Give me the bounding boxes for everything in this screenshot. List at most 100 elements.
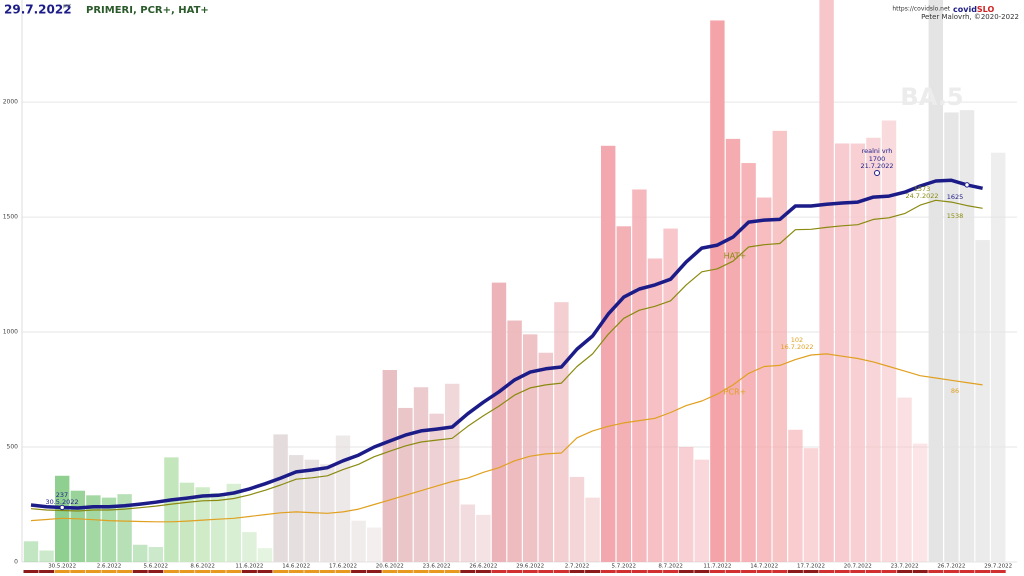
brand-part: covid xyxy=(953,5,977,14)
day-strip xyxy=(959,570,975,573)
day-strip xyxy=(725,570,741,573)
bar xyxy=(429,413,444,562)
peak-marker xyxy=(874,170,880,176)
x-tick-label: 23.6.2022 xyxy=(423,564,451,570)
day-strip xyxy=(85,570,101,573)
day-strip xyxy=(491,570,507,573)
y-tick-label: 2000 xyxy=(3,99,18,106)
bar xyxy=(757,197,772,562)
day-strip xyxy=(319,570,335,573)
x-tick-label: 30.5.2022 xyxy=(48,564,76,570)
day-strip xyxy=(117,570,133,573)
series-line xyxy=(30,178,983,510)
day-strip xyxy=(772,570,788,573)
day-strip xyxy=(132,570,148,573)
x-tick-label: 5.6.2022 xyxy=(144,564,169,570)
bar xyxy=(569,476,585,562)
bar xyxy=(538,352,553,562)
bar xyxy=(398,407,413,562)
bar xyxy=(23,541,39,562)
day-strip xyxy=(756,570,772,573)
bar xyxy=(242,532,257,562)
bar xyxy=(39,550,54,562)
annotation: 24.7.2022 xyxy=(905,192,938,200)
bar xyxy=(850,143,865,562)
day-strip xyxy=(850,570,866,573)
day-strip xyxy=(787,570,803,573)
x-tick-label: 23.7.2022 xyxy=(891,564,919,570)
bar xyxy=(772,130,787,562)
day-strip xyxy=(241,570,257,573)
annotation: 30.5.2022 xyxy=(45,498,78,506)
x-tick-label: 26.7.2022 xyxy=(937,564,965,570)
bar xyxy=(913,443,928,562)
bar xyxy=(616,226,631,562)
day-strip xyxy=(444,570,460,573)
bar xyxy=(819,0,834,562)
bar xyxy=(148,547,163,562)
day-strip xyxy=(210,570,226,573)
day-strip xyxy=(709,570,725,573)
day-strip xyxy=(351,570,367,573)
day-strip xyxy=(54,570,70,573)
day-strip xyxy=(819,570,835,573)
bar xyxy=(881,120,897,562)
point-marker xyxy=(59,504,65,511)
day-strip xyxy=(975,570,991,573)
day-strip xyxy=(569,570,585,573)
day-strip xyxy=(429,570,445,573)
day-strip xyxy=(538,570,554,573)
day-strip xyxy=(23,570,39,573)
x-tick-label: 29.7.2022 xyxy=(984,564,1012,570)
title-note: pet xyxy=(63,4,71,10)
day-strip xyxy=(507,570,523,573)
bar xyxy=(164,457,179,562)
source: https://covidslo.net xyxy=(892,6,950,13)
author: Peter Malovrh, ©2020-2022 xyxy=(921,13,1019,21)
annotation: 1700 xyxy=(869,155,886,163)
annotation: 21.7.2022 xyxy=(860,162,893,170)
bar xyxy=(788,429,803,562)
series-line xyxy=(30,199,983,512)
day-strip xyxy=(413,570,429,573)
bar xyxy=(289,455,304,562)
chart-title: 29.7.2022 xyxy=(4,3,72,17)
bar xyxy=(710,20,725,562)
bar xyxy=(476,514,491,562)
day-strip xyxy=(834,570,850,573)
bar xyxy=(741,163,756,562)
bar xyxy=(86,495,101,562)
annotation: 1625 xyxy=(947,193,964,201)
day-strip xyxy=(335,570,351,573)
day-strip xyxy=(803,570,819,573)
series-label: PCR+ xyxy=(724,388,747,397)
day-strip xyxy=(647,570,663,573)
day-strip xyxy=(195,570,211,573)
brand: covidSLO xyxy=(953,5,994,14)
day-strip xyxy=(865,570,881,573)
bar xyxy=(257,548,273,562)
bar xyxy=(226,483,241,562)
annotation: 1538 xyxy=(947,212,964,220)
watermark: BA.5 xyxy=(900,83,963,111)
annotation: 237 xyxy=(56,491,68,499)
annotation: 102 xyxy=(791,336,803,344)
brand-part: SLO xyxy=(977,5,995,14)
bar xyxy=(445,383,460,562)
bar xyxy=(679,447,694,562)
day-strip xyxy=(553,570,569,573)
bar xyxy=(959,110,975,562)
day-strip xyxy=(741,570,757,573)
day-strip xyxy=(39,570,55,573)
day-strip xyxy=(366,570,382,573)
x-tick-label: 17.6.2022 xyxy=(329,564,357,570)
day-strip xyxy=(475,570,491,573)
day-strip xyxy=(585,570,601,573)
day-strip xyxy=(257,570,273,573)
bar xyxy=(211,493,226,562)
bar xyxy=(975,240,990,562)
bar xyxy=(507,320,522,562)
day-strip xyxy=(928,570,944,573)
day-strip xyxy=(179,570,195,573)
